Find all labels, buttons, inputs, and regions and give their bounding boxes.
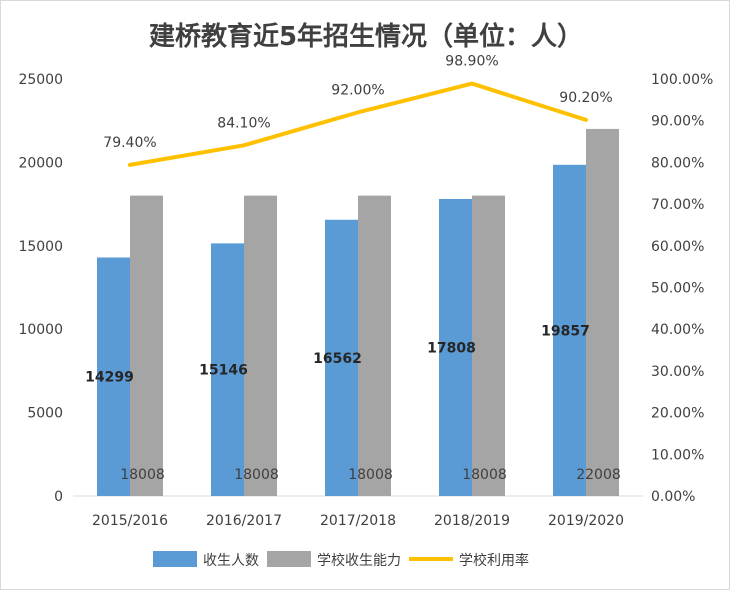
capacity-data-label: 22008 — [576, 467, 621, 483]
y-left-tick-label: 20000 — [18, 155, 63, 171]
enrollment-data-label: 14299 — [85, 370, 134, 386]
y-right-tick-label: 20.00% — [651, 406, 704, 422]
y-right-tick-label: 70.00% — [651, 197, 704, 213]
capacity-data-label: 18008 — [462, 467, 507, 483]
bars — [97, 129, 619, 496]
legend-swatch-capacity — [267, 551, 311, 567]
chart-title: 建桥教育近5年招生情况（单位：人） — [149, 21, 583, 52]
x-tick-label: 2019/2020 — [548, 513, 624, 529]
y-left-tick-label: 0 — [54, 489, 63, 505]
x-tick-label: 2018/2019 — [434, 513, 510, 529]
capacity-data-label: 18008 — [234, 467, 279, 483]
capacity-bar — [472, 196, 505, 496]
enrollment-data-label: 16562 — [313, 351, 362, 367]
legend-label: 收生人数 — [203, 553, 259, 569]
capacity-bar — [358, 196, 391, 496]
capacity-bar — [586, 129, 619, 496]
legend-label: 学校收生能力 — [317, 552, 401, 569]
legend-swatch-enrollment — [153, 551, 197, 567]
y-right-tick-label: 100.00% — [651, 72, 713, 88]
capacity-data-label: 18008 — [348, 467, 393, 483]
utilization-data-label: 98.90% — [445, 54, 498, 70]
utilization-data-label: 79.40% — [103, 135, 156, 151]
utilization-data-label: 84.10% — [217, 115, 270, 131]
y-right-tick-label: 90.00% — [651, 114, 704, 130]
x-tick-label: 2015/2016 — [92, 513, 168, 529]
legend: 收生人数 学校收生能力 学校利用率 — [153, 551, 529, 569]
y-right-tick-label: 80.00% — [651, 155, 704, 171]
y-left-tick-label: 15000 — [18, 239, 63, 255]
capacity-data-label: 18008 — [120, 467, 165, 483]
y-right-tick-label: 0.00% — [651, 489, 695, 505]
utilization-data-label: 90.20% — [559, 90, 612, 106]
x-tick-label: 2017/2018 — [320, 513, 396, 529]
x-tick-label: 2016/2017 — [206, 513, 282, 529]
enrollment-data-label: 19857 — [541, 323, 590, 339]
capacity-bar — [244, 196, 277, 496]
enrollment-data-label: 15146 — [199, 363, 248, 379]
y-left-tick-label: 25000 — [18, 72, 63, 88]
capacity-bar — [130, 196, 163, 496]
utilization-data-label: 92.00% — [331, 82, 384, 98]
y-left-tick-label: 5000 — [27, 406, 63, 422]
y-right-tick-label: 30.00% — [651, 364, 704, 380]
y-left-tick-label: 10000 — [18, 322, 63, 338]
y-right-tick-label: 10.00% — [651, 447, 704, 463]
legend-label: 学校利用率 — [459, 552, 529, 569]
y-right-tick-label: 40.00% — [651, 322, 704, 338]
y-right-tick-label: 60.00% — [651, 239, 704, 255]
y-right-tick-label: 50.00% — [651, 281, 704, 297]
enrollment-data-label: 17808 — [427, 340, 476, 356]
